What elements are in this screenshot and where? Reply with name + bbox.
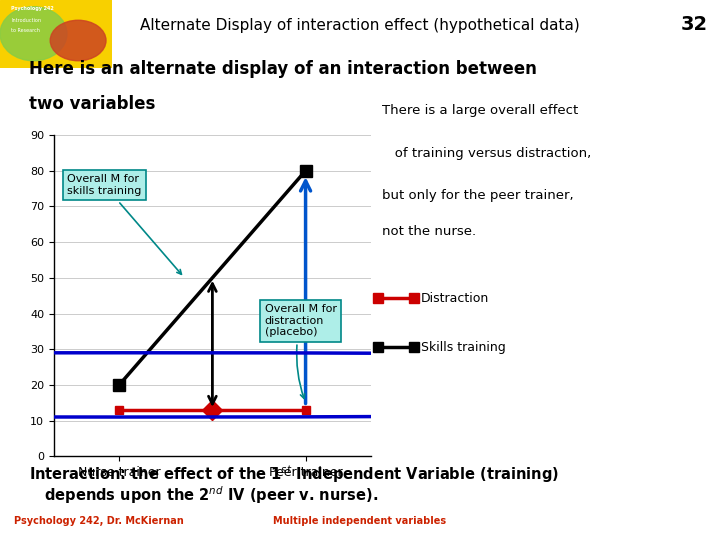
Text: Multiple independent variables: Multiple independent variables [274, 516, 446, 526]
Text: Distraction: Distraction [421, 292, 490, 305]
Text: two variables: two variables [29, 96, 156, 113]
Text: not the nurse.: not the nurse. [382, 225, 476, 238]
Text: depends upon the 2$^{nd}$ IV (peer v. nurse).: depends upon the 2$^{nd}$ IV (peer v. nu… [29, 484, 378, 505]
Ellipse shape [0, 6, 67, 60]
Text: but only for the peer trainer,: but only for the peer trainer, [382, 189, 573, 202]
Text: Skills training: Skills training [421, 341, 506, 354]
Text: There is a large overall effect: There is a large overall effect [382, 104, 578, 117]
Text: Overall M for
distraction
(placebo): Overall M for distraction (placebo) [264, 304, 336, 399]
Text: Overall M for
skills training: Overall M for skills training [67, 174, 181, 274]
Text: Psychology 242: Psychology 242 [12, 6, 54, 11]
Text: Psychology 242, Dr. McKiernan: Psychology 242, Dr. McKiernan [14, 516, 184, 526]
Text: of training versus distraction,: of training versus distraction, [382, 146, 591, 160]
Text: Alternate Display of interaction effect (hypothetical data): Alternate Display of interaction effect … [140, 18, 580, 32]
Text: to Research: to Research [12, 28, 40, 33]
Text: 32: 32 [681, 15, 708, 34]
Ellipse shape [50, 20, 106, 60]
Text: Here is an alternate display of an interaction between: Here is an alternate display of an inter… [29, 60, 536, 78]
Text: Interaction: the effect of the 1$^{st}$ Independent Variable (training): Interaction: the effect of the 1$^{st}$ … [29, 463, 559, 484]
Text: Introduction: Introduction [12, 18, 41, 23]
